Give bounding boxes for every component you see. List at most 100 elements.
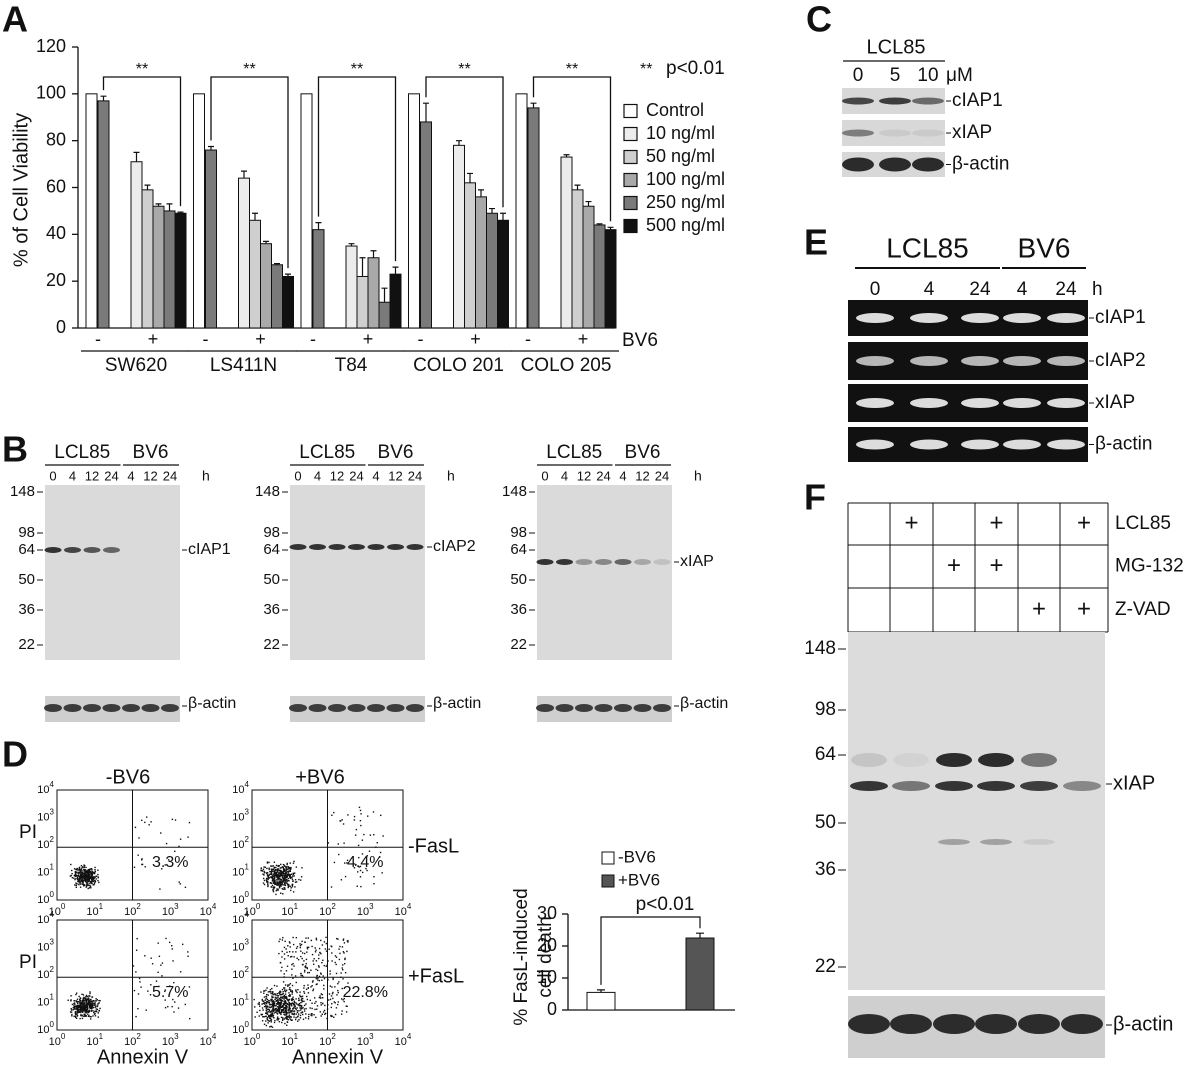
flow-event bbox=[91, 1007, 93, 1009]
y-tick-label: 104 bbox=[37, 910, 54, 926]
flow-event bbox=[280, 970, 282, 972]
flow-event bbox=[305, 1017, 307, 1019]
flow-event bbox=[278, 1005, 280, 1007]
flow-event bbox=[266, 1005, 269, 1007]
flow-event bbox=[74, 1005, 77, 1007]
flow-event bbox=[283, 878, 285, 881]
flow-event bbox=[79, 1009, 81, 1012]
flow-event bbox=[298, 878, 300, 881]
flow-event bbox=[168, 985, 171, 987]
flow-event bbox=[285, 1002, 287, 1004]
flow-event bbox=[317, 979, 319, 981]
flow-event bbox=[310, 986, 312, 988]
error-bar bbox=[423, 102, 429, 122]
flow-event bbox=[283, 987, 285, 989]
flow-event bbox=[173, 1011, 175, 1013]
flow-event bbox=[85, 870, 88, 872]
flow-event bbox=[75, 882, 77, 884]
flow-event bbox=[313, 1014, 315, 1016]
flow-event bbox=[289, 876, 291, 878]
flow-event bbox=[74, 1012, 77, 1014]
flow-event bbox=[81, 1017, 84, 1020]
flow-event bbox=[288, 870, 290, 872]
flow-event bbox=[319, 1011, 322, 1013]
lane-label: 24 bbox=[349, 468, 363, 483]
band bbox=[289, 704, 307, 712]
flow-event bbox=[324, 1004, 326, 1007]
x-tick-label: 102 bbox=[319, 1032, 336, 1048]
flow-event bbox=[329, 998, 332, 1001]
flow-event bbox=[320, 1004, 322, 1006]
flow-event bbox=[188, 986, 191, 988]
flow-event bbox=[284, 879, 287, 882]
flow-event bbox=[274, 994, 277, 996]
flow-event bbox=[289, 989, 292, 991]
flow-event bbox=[90, 1007, 92, 1009]
flow-event bbox=[139, 981, 141, 983]
flow-event bbox=[83, 884, 86, 886]
bar bbox=[97, 100, 110, 329]
flow-event bbox=[136, 937, 138, 940]
flow-event bbox=[90, 871, 93, 874]
y-tick-label: 104 bbox=[37, 780, 54, 796]
flow-event bbox=[277, 883, 279, 886]
panel-letter: D bbox=[2, 734, 28, 775]
flow-event bbox=[337, 1001, 339, 1003]
flow-event bbox=[264, 866, 266, 869]
flow-event bbox=[292, 936, 294, 939]
flow-event bbox=[285, 866, 287, 869]
treatment-mark: + bbox=[1077, 595, 1091, 622]
flow-event bbox=[290, 1019, 293, 1021]
flow-event bbox=[337, 989, 339, 992]
flow-event bbox=[286, 965, 289, 967]
flow-event bbox=[288, 992, 290, 994]
flow-event bbox=[265, 879, 268, 881]
mw-label: 36 bbox=[263, 601, 280, 618]
flow-event bbox=[281, 880, 283, 882]
blot bbox=[290, 485, 425, 660]
flow-event bbox=[342, 938, 345, 940]
flow-event bbox=[278, 877, 280, 879]
flow-event bbox=[155, 980, 158, 982]
flow-event bbox=[174, 819, 177, 821]
flow-event bbox=[273, 870, 276, 872]
flow-event bbox=[373, 833, 375, 836]
flow-event bbox=[358, 866, 360, 868]
flow-event bbox=[74, 1016, 77, 1019]
flow-event bbox=[274, 874, 277, 876]
flow-event bbox=[74, 1015, 77, 1017]
flow-event bbox=[95, 1005, 97, 1008]
flow-event bbox=[284, 1011, 286, 1013]
flow-event bbox=[343, 842, 345, 844]
flow-event bbox=[272, 1002, 274, 1005]
flow-event bbox=[279, 1008, 281, 1011]
flow-event bbox=[263, 1002, 266, 1004]
flow-event bbox=[359, 819, 362, 822]
flow-event bbox=[281, 887, 283, 890]
flow-event bbox=[283, 1002, 286, 1004]
flow-event bbox=[84, 874, 86, 877]
flow-event bbox=[311, 1013, 313, 1015]
flow-event bbox=[95, 878, 97, 880]
flow-event bbox=[91, 1003, 94, 1005]
flow-event bbox=[279, 877, 281, 880]
bar bbox=[685, 937, 715, 1011]
flow-event bbox=[290, 1004, 293, 1006]
tick-exponent: 3 bbox=[245, 808, 250, 817]
flow-event bbox=[266, 872, 268, 875]
flow-event bbox=[84, 880, 87, 883]
band bbox=[555, 704, 574, 712]
tick-base: 10 bbox=[37, 839, 49, 851]
flow-event bbox=[285, 1016, 287, 1018]
flow-event bbox=[286, 880, 288, 883]
flow-event bbox=[75, 871, 77, 873]
flow-event bbox=[94, 1010, 96, 1013]
error-bar bbox=[100, 95, 107, 101]
flow-event bbox=[284, 989, 286, 991]
tick-exponent: 4 bbox=[212, 902, 217, 911]
tick-exponent: 2 bbox=[331, 1032, 336, 1041]
flow-event bbox=[278, 997, 281, 1000]
flow-event bbox=[284, 874, 286, 876]
flow-event bbox=[93, 1002, 96, 1004]
flow-event bbox=[285, 868, 287, 870]
